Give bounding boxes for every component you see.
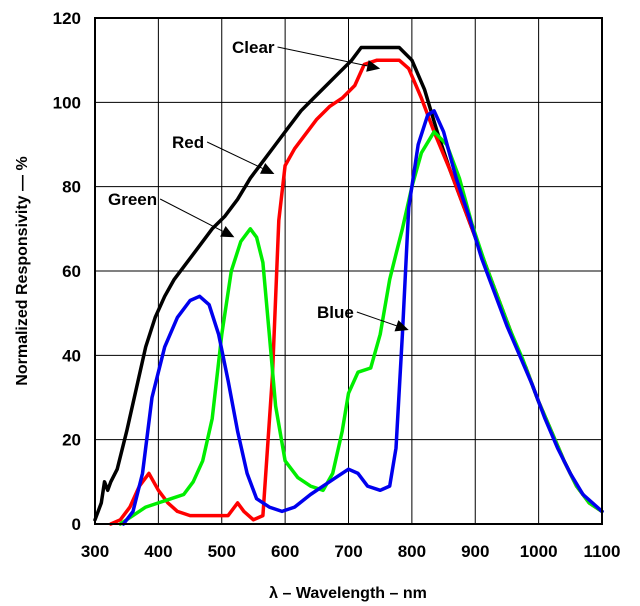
plot-frame <box>94 17 603 525</box>
annotation-arrow-line <box>159 198 224 232</box>
x-tick-label: 500 <box>208 542 236 561</box>
y-tick-label: 80 <box>62 178 81 197</box>
annotation-arrow-head <box>394 320 409 332</box>
annotation-label-clear: Clear <box>232 38 275 57</box>
series-lines <box>93 45 604 526</box>
annotation-label-blue: Blue <box>317 303 354 322</box>
annotation-arrow-head <box>220 226 235 238</box>
grid-lines <box>95 18 602 524</box>
x-tick-label: 1100 <box>584 542 621 561</box>
y-tick-label: 120 <box>53 9 81 28</box>
y-tick-label: 100 <box>53 93 81 112</box>
x-tick-label: 1000 <box>520 542 558 561</box>
annotation-arrow-head <box>366 60 381 72</box>
annotation-arrow-line <box>277 46 368 67</box>
y-tick-label: 0 <box>72 515 81 534</box>
series-line-blue <box>121 109 604 526</box>
annotation-arrow-line <box>356 311 397 327</box>
annotation-arrow-head <box>260 163 275 174</box>
annotation-label-red: Red <box>172 133 204 152</box>
x-axis-title: λ – Wavelength – nm <box>269 585 427 602</box>
y-tick-label: 20 <box>62 431 81 450</box>
x-tick-label: 600 <box>271 542 299 561</box>
x-tick-label: 900 <box>461 542 489 561</box>
y-axis-title: Normalized Responsivity — % <box>14 156 31 385</box>
x-tick-label: 800 <box>398 542 426 561</box>
x-tick-label: 300 <box>81 542 109 561</box>
annotation-arrow-line <box>206 141 263 169</box>
annotation-label-green: Green <box>108 190 157 209</box>
x-tick-label: 400 <box>144 542 172 561</box>
x-tick-label: 700 <box>334 542 362 561</box>
series-line-green <box>118 130 604 526</box>
y-tick-label: 60 <box>62 262 81 281</box>
series-line-red <box>109 58 604 526</box>
y-tick-label: 40 <box>62 346 81 365</box>
tick-labels: 300 400 500 600 700 800 900 1000 1100 0 20 40 60 80 10… <box>53 9 621 561</box>
series-annotations: Clear Red Green Blue <box>108 38 409 332</box>
